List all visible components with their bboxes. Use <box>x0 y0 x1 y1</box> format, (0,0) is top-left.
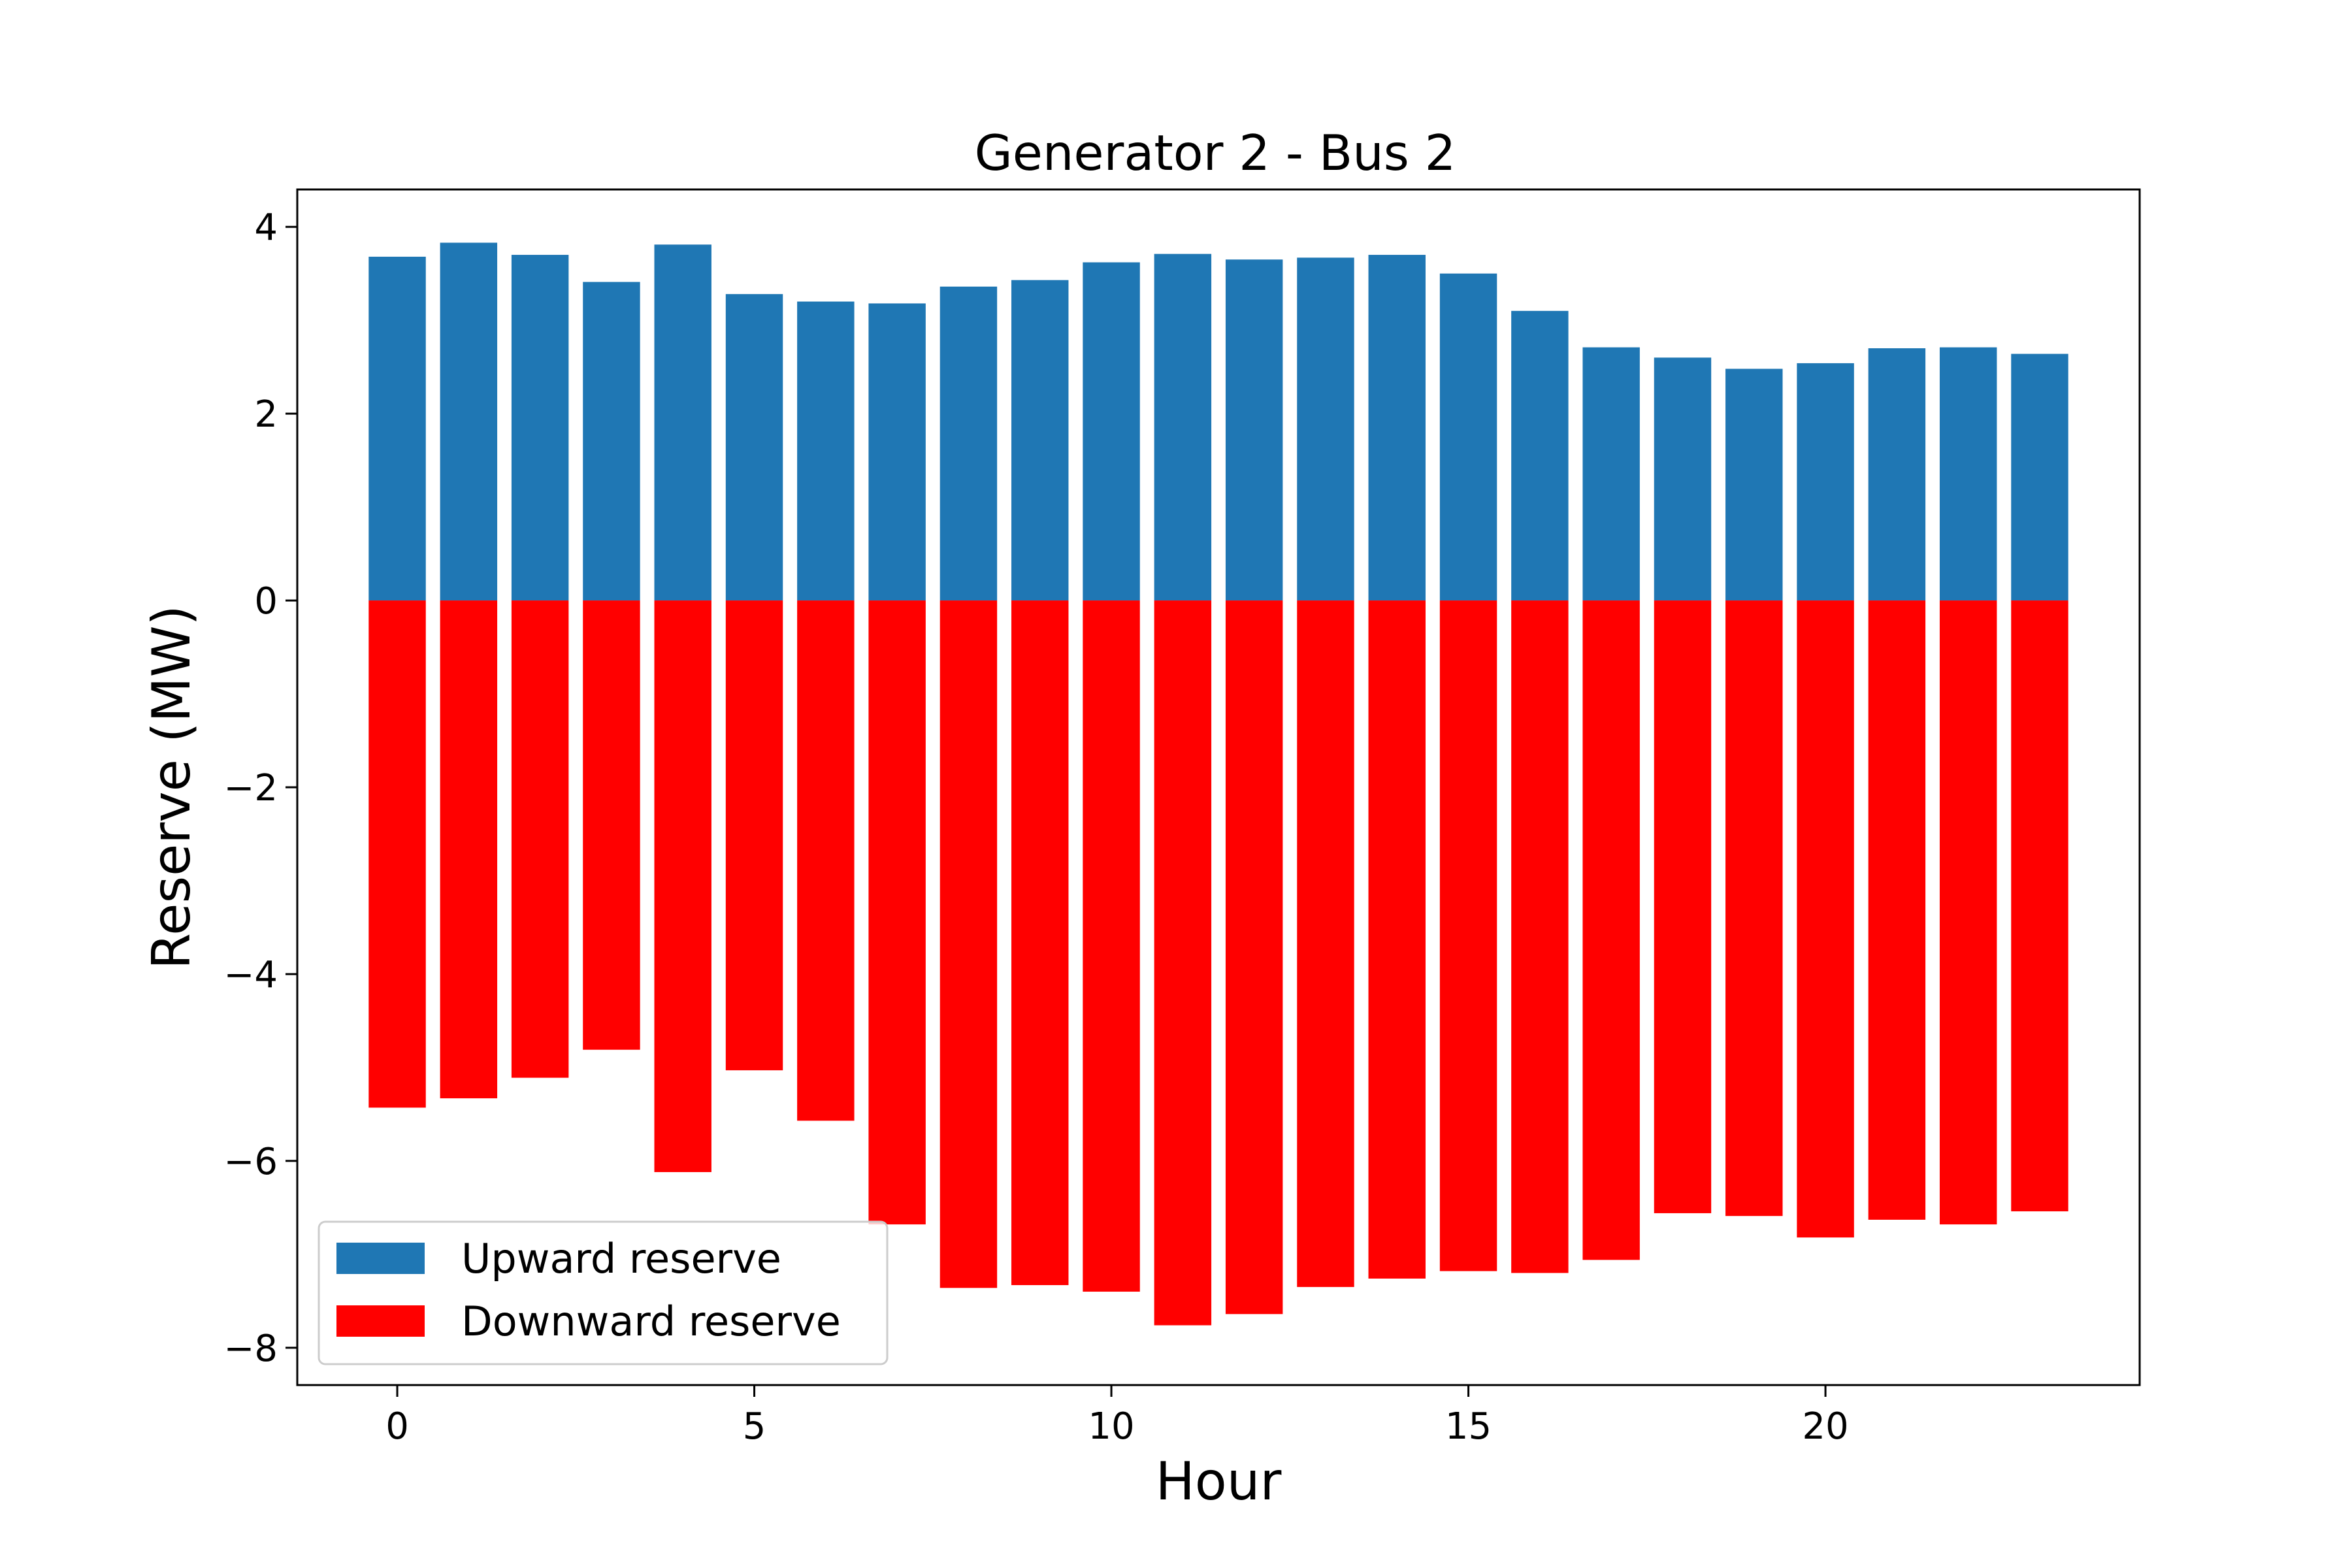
x-axis-ticks: 0 5 10 15 20 <box>385 1385 1849 1448</box>
downward-bar-hour-10 <box>1083 600 1140 1292</box>
downward-bar-hour-17 <box>1582 600 1640 1260</box>
upward-bar-hour-18 <box>1654 357 1712 601</box>
upward-bar-hour-21 <box>1868 348 1926 601</box>
y-tick-label: 0 <box>254 580 278 623</box>
downward-bar-hour-11 <box>1154 600 1212 1326</box>
x-tick-label: 0 <box>385 1405 409 1448</box>
x-tick-label: 5 <box>743 1405 766 1448</box>
legend: Upward reserve Downward reserve <box>318 1220 889 1365</box>
y-tick-label: −6 <box>223 1141 278 1183</box>
y-tick-label: −2 <box>223 767 278 809</box>
upward-bar-hour-0 <box>368 256 426 601</box>
downward-bar-hour-7 <box>868 600 926 1225</box>
downward-bar-hour-5 <box>725 600 783 1071</box>
upward-bar-hour-23 <box>2011 353 2068 601</box>
downward-bar-hour-4 <box>654 600 711 1173</box>
upward-bar-hour-19 <box>1725 368 1783 601</box>
y-tick-label: −4 <box>223 954 278 996</box>
upward-bar-hour-1 <box>440 242 498 601</box>
downward-bar-hour-1 <box>440 600 498 1099</box>
chart-title: Generator 2 - Bus 2 <box>975 124 1456 182</box>
x-axis-label: Hour <box>1156 1451 1282 1512</box>
plot-frame <box>296 188 2141 1386</box>
legend-swatch-downward <box>336 1305 425 1337</box>
downward-bar-hour-19 <box>1725 600 1783 1217</box>
legend-label-upward: Upward reserve <box>461 1235 781 1282</box>
y-tick-label: 2 <box>254 393 278 436</box>
x-tick-label: 10 <box>1088 1405 1134 1448</box>
y-tick-label: 4 <box>254 206 278 249</box>
upward-bar-hour-13 <box>1297 257 1354 601</box>
upward-bar-hour-12 <box>1225 259 1283 601</box>
downward-bar-hour-22 <box>1939 600 1997 1225</box>
downward-bar-hour-14 <box>1368 600 1426 1279</box>
downward-bar-hour-2 <box>511 600 569 1078</box>
upward-bar-hour-8 <box>939 286 998 601</box>
downward-bar-hour-8 <box>939 600 998 1288</box>
downward-bar-hour-15 <box>1439 600 1497 1271</box>
upward-bar-hour-22 <box>1939 347 1997 601</box>
downward-bar-hour-23 <box>2011 600 2068 1212</box>
upward-bar-hour-11 <box>1154 253 1212 601</box>
upward-bar-hour-9 <box>1011 280 1069 601</box>
upward-bar-hour-7 <box>868 303 926 601</box>
y-axis-label: Reserve (MW) <box>141 605 202 970</box>
legend-label-downward: Downward reserve <box>461 1298 841 1345</box>
upward-bar-hour-2 <box>511 255 569 601</box>
downward-bar-hour-6 <box>797 600 855 1121</box>
x-tick-label: 15 <box>1445 1405 1492 1448</box>
legend-swatch-upward <box>336 1243 425 1274</box>
upward-bar-hour-17 <box>1582 347 1640 601</box>
downward-bar-hour-0 <box>368 600 426 1108</box>
downward-bar-hour-12 <box>1225 600 1283 1315</box>
upward-bar-hour-16 <box>1511 310 1569 601</box>
upward-bar-hour-4 <box>654 244 711 601</box>
y-axis-ticks: 4 2 0 −2 −4 −6 −8 <box>223 206 297 1370</box>
downward-bar-hour-9 <box>1011 600 1069 1286</box>
upward-bar-hour-10 <box>1083 262 1140 601</box>
bars-group <box>368 242 2068 1326</box>
upward-bar-hour-3 <box>583 282 640 601</box>
y-tick-label: −8 <box>223 1328 278 1370</box>
legend-frame <box>318 1220 889 1365</box>
downward-bar-hour-13 <box>1297 600 1354 1287</box>
x-tick-label: 20 <box>1802 1405 1848 1448</box>
downward-bar-hour-21 <box>1868 600 1926 1220</box>
upward-bar-hour-15 <box>1439 273 1497 601</box>
downward-bar-hour-16 <box>1511 600 1569 1273</box>
downward-bar-hour-20 <box>1797 600 1854 1238</box>
downward-bar-hour-3 <box>583 600 640 1050</box>
upward-bar-hour-14 <box>1368 255 1426 601</box>
upward-bar-hour-6 <box>797 301 855 601</box>
upward-bar-hour-20 <box>1797 363 1854 601</box>
downward-bar-hour-18 <box>1654 600 1712 1213</box>
upward-bar-hour-5 <box>725 294 783 601</box>
